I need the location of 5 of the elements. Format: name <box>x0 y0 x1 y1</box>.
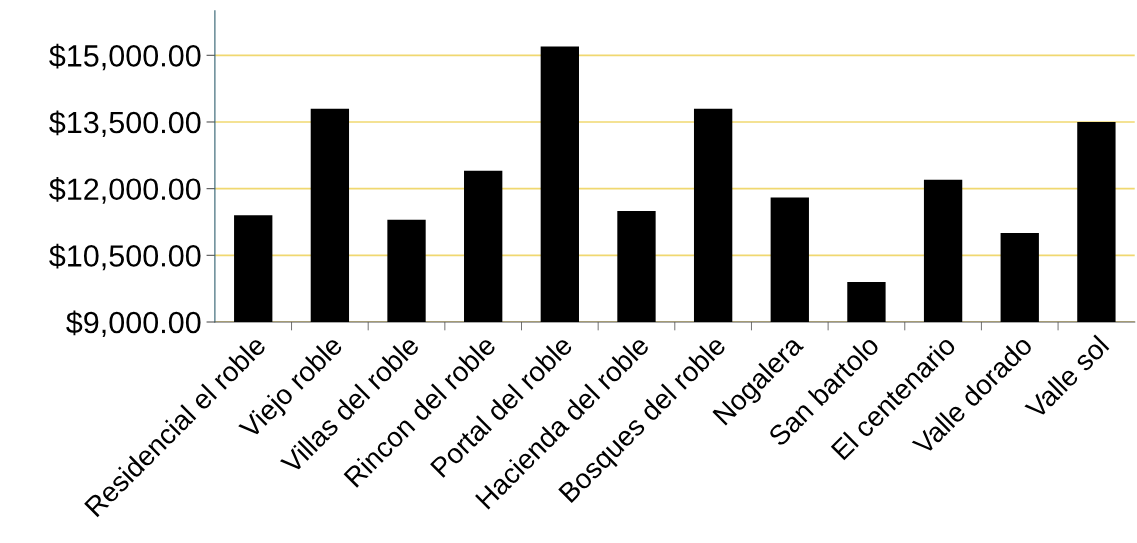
y-tick-label: $10,500.00 <box>49 243 201 271</box>
y-tick-label: $15,000.00 <box>49 43 201 71</box>
y-tick-label: $13,500.00 <box>49 110 201 137</box>
y-tick-label: $9,000.00 <box>66 310 201 337</box>
y-tick-label: $12,000.00 <box>49 177 201 204</box>
